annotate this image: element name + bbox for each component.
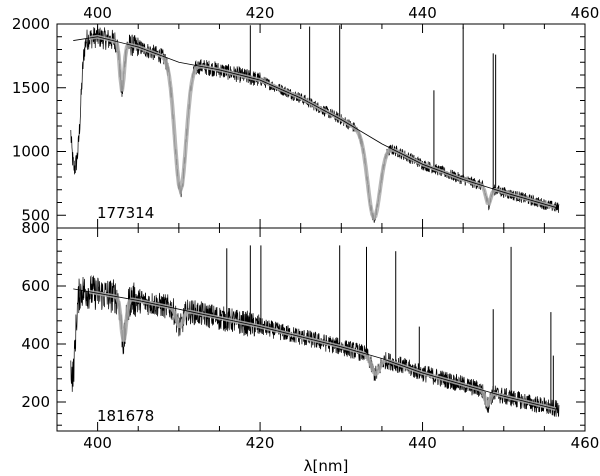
x-axis-title: λ[nm] bbox=[304, 457, 349, 475]
y-tick-label: 800 bbox=[21, 219, 50, 237]
x-tick-label: 400 bbox=[83, 4, 112, 22]
x-tick-label: 420 bbox=[246, 434, 275, 452]
plot-frame bbox=[56, 23, 586, 229]
y-tick-label: 600 bbox=[21, 277, 50, 295]
y-tick-label: 1500 bbox=[12, 79, 50, 97]
x-tick-label: 400 bbox=[83, 434, 112, 452]
panel-top: 400 420 440 460 500 1000 1500 2000 177314 bbox=[12, 4, 600, 229]
star-label-bottom: 181678 bbox=[97, 407, 154, 425]
model-fit-line bbox=[89, 34, 557, 222]
x-tick-label: 440 bbox=[408, 434, 437, 452]
y-tick-label: 1000 bbox=[12, 143, 50, 161]
y-tick-label: 400 bbox=[21, 335, 50, 353]
y-tick-label: 500 bbox=[21, 206, 50, 224]
continuum-line bbox=[73, 288, 557, 410]
y-tick-label: 200 bbox=[21, 393, 50, 411]
x-tick-label: 460 bbox=[571, 434, 600, 452]
plot-frame bbox=[56, 227, 586, 432]
star-label-top: 177314 bbox=[97, 204, 154, 222]
x-tick-label: 440 bbox=[408, 4, 437, 22]
continuum-line bbox=[73, 36, 557, 208]
x-tick-label: 420 bbox=[246, 4, 275, 22]
y-tick-label: 2000 bbox=[12, 15, 50, 33]
panel-bottom: 400 420 440 460 200 400 600 800 181678 bbox=[21, 219, 599, 452]
x-tick-label: 460 bbox=[571, 4, 600, 22]
